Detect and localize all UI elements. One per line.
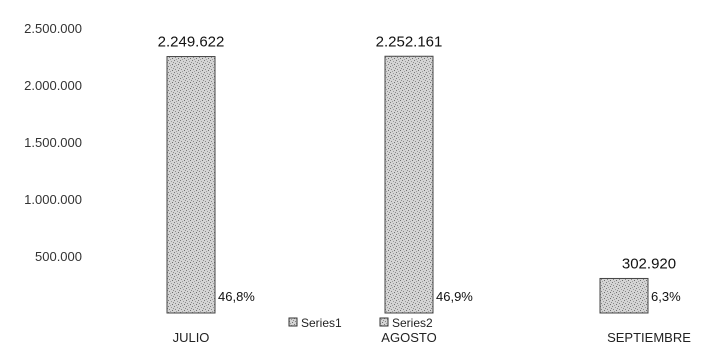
category-label: AGOSTO [381,330,436,345]
x-axis: JULIO AGOSTO SEPTIEMBRE [173,330,692,345]
y-tick-label: 2.000.000 [24,78,82,93]
value-label: 302.920 [622,255,676,272]
legend-entry: Series2 [392,316,433,330]
legend: Series1 Series2 [288,316,433,330]
category-label: SEPTIEMBRE [607,330,691,345]
y-tick-label: 1.000.000 [24,192,82,207]
bar [384,55,434,314]
bar [166,56,216,314]
percent-label: 6,3% [651,289,681,304]
bars: 2.249.622 46,8% 2.252.161 46,9% 302.920 6,3% [158,33,681,314]
y-tick-label: 2.500.000 [24,21,82,36]
percent-label: 46,9% [436,289,473,304]
category-label: JULIO [173,330,210,345]
legend-swatch [288,317,298,327]
legend-swatch [379,317,389,327]
bar [599,277,649,314]
percent-label: 46,8% [218,289,255,304]
y-tick-label: 500.000 [35,249,82,264]
y-axis: 500.000 1.000.000 1.500.000 2.000.000 2.500.… [24,21,82,264]
legend-entry: Series1 [301,316,342,330]
value-label: 2.252.161 [376,33,443,50]
y-tick-label: 1.500.000 [24,135,82,150]
value-label: 2.249.622 [158,34,225,51]
